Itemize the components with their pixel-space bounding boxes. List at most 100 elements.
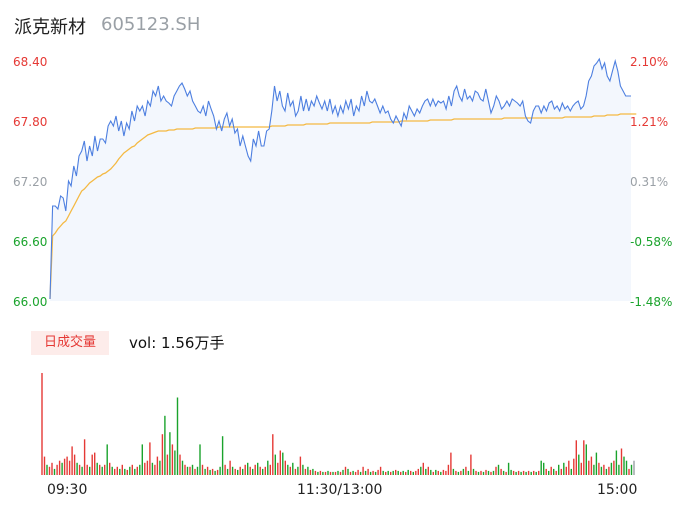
volume-bar: [477, 471, 480, 475]
volume-bar: [633, 460, 635, 475]
volume-bar: [457, 471, 460, 475]
volume-bar: [339, 471, 342, 475]
volume-bar: [186, 466, 189, 475]
volume-bar: [196, 466, 199, 475]
volume-bar: [580, 462, 582, 475]
volume-bar: [618, 464, 620, 475]
volume-bar: [144, 462, 146, 475]
volume-bar: [437, 470, 439, 475]
volume-bar: [540, 460, 542, 475]
volume-bar: [269, 464, 271, 475]
volume-bar: [216, 469, 219, 475]
volume-bar: [194, 468, 196, 475]
volume-bar: [517, 470, 520, 475]
volume-bar: [146, 460, 149, 475]
volume-bar: [181, 460, 184, 475]
volume-bar: [124, 468, 126, 475]
volume-bar: [179, 454, 181, 475]
volume-bar: [204, 468, 206, 475]
volume-bar: [613, 460, 615, 475]
volume-bar: [48, 466, 51, 475]
volume-bar: [219, 466, 221, 475]
volume-bar: [432, 471, 434, 475]
volume-bar: [400, 471, 402, 475]
volume-bar: [575, 440, 577, 475]
volume-bar: [585, 444, 587, 475]
volume-bar: [548, 470, 550, 475]
volume-bar: [543, 462, 545, 475]
volume-bar: [480, 470, 482, 475]
volume-bar: [390, 471, 392, 475]
price-line: [49, 57, 631, 300]
volume-bar: [277, 462, 279, 475]
volume-bar: [289, 466, 291, 475]
volume-bar: [257, 462, 259, 475]
volume-bar: [550, 466, 552, 475]
volume-bar: [141, 444, 143, 475]
volume-bar: [357, 469, 359, 475]
volume-bar: [83, 439, 86, 475]
volume-bar: [573, 458, 575, 475]
volume-bar: [329, 471, 332, 475]
volume-bar: [440, 471, 442, 475]
volume-bar: [410, 470, 412, 475]
volume-bar: [369, 471, 372, 475]
volume-bar: [417, 468, 419, 475]
volume-bar: [226, 468, 229, 475]
volume-bar: [282, 452, 284, 475]
volume-bar: [211, 468, 214, 475]
volume-bar: [563, 462, 565, 475]
volume-bar: [392, 470, 394, 475]
volume-bar: [164, 415, 166, 475]
volume-bar: [482, 471, 485, 475]
volume-bar: [61, 462, 63, 475]
volume-bar: [259, 466, 261, 475]
volume-bar: [149, 442, 151, 475]
volume-bar: [615, 450, 618, 475]
volume-bar: [101, 466, 103, 475]
volume-bar: [189, 466, 191, 475]
volume-bar: [412, 471, 414, 475]
volume-bar: [317, 471, 319, 475]
volume-bar: [349, 471, 352, 475]
volume-bar: [244, 464, 246, 475]
volume-bar: [104, 464, 106, 475]
volume-bar: [447, 464, 450, 475]
volume-bar: [610, 462, 613, 475]
volume-bar: [382, 470, 384, 475]
volume-bar: [374, 471, 377, 475]
daily-volume-badge[interactable]: 日成交量: [31, 331, 109, 355]
volume-bar: [252, 468, 254, 475]
volume-bar: [272, 434, 274, 475]
volume-bar: [334, 471, 337, 475]
volume-bar: [89, 466, 91, 475]
volume-bar: [445, 470, 447, 475]
volume-bar: [309, 469, 312, 475]
volume-bar: [490, 471, 492, 475]
volume-bar: [287, 464, 289, 475]
volume-bar: [590, 456, 593, 475]
volume-bar: [262, 468, 264, 475]
volume-bar: [593, 464, 595, 475]
volume-bar: [472, 468, 475, 475]
volume-bar: [520, 471, 522, 475]
volume-bar: [78, 464, 81, 475]
volume-bar: [442, 469, 445, 475]
pct-label-3: -0.58%: [630, 235, 673, 249]
volume-bar: [209, 469, 211, 475]
volume-bar: [495, 466, 497, 475]
volume-bar: [364, 470, 367, 475]
volume-bar: [435, 469, 437, 475]
volume-bar: [91, 454, 93, 475]
volume-bar: [126, 469, 128, 475]
volume-bar: [86, 464, 88, 475]
volume-bar: [570, 468, 572, 475]
volume-bar: [623, 456, 625, 475]
volume-bar: [510, 469, 512, 475]
volume-bar: [136, 466, 138, 475]
volume-bar: [354, 471, 357, 475]
volume-bar: [407, 469, 409, 475]
volume-bar: [242, 468, 244, 475]
volume-bar: [53, 468, 56, 475]
